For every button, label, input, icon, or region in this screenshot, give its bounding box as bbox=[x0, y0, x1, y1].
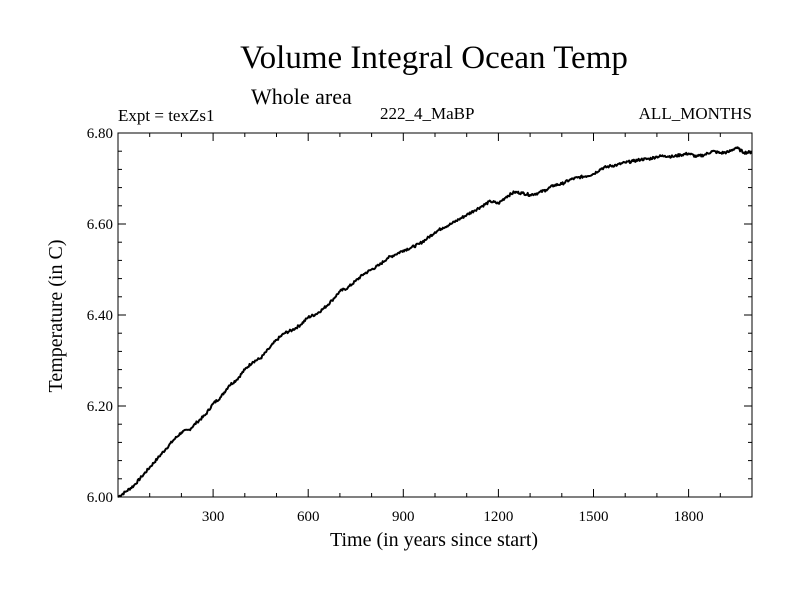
months-label: ALL_MONTHS bbox=[638, 104, 752, 123]
y-tick-label: 6.80 bbox=[87, 126, 113, 142]
axis-ticks bbox=[118, 132, 752, 498]
x-axis-label: Time (in years since start) bbox=[330, 529, 538, 551]
x-tick-label: 1800 bbox=[674, 509, 704, 525]
run-label: 222_4_MaBP bbox=[380, 104, 475, 123]
series-group bbox=[117, 146, 753, 498]
x-tick-label: 1500 bbox=[579, 509, 609, 525]
y-tick-label: 6.40 bbox=[87, 308, 113, 324]
y-tick-label: 6.00 bbox=[87, 490, 113, 506]
y-tick-label: 6.60 bbox=[87, 217, 113, 233]
tick-labels: 300 600 900 1200 1500 1800 6.00 6.20 6.40 6.60 6.8… bbox=[87, 126, 704, 525]
plot-frame bbox=[117, 132, 753, 498]
x-tick-label: 600 bbox=[297, 509, 320, 525]
x-tick-label: 900 bbox=[392, 509, 415, 525]
experiment-label: Expt = texZs1 bbox=[118, 106, 215, 125]
y-axis-label: Temperature (in C) bbox=[45, 240, 67, 393]
series-line bbox=[117, 146, 753, 498]
chart-subtitle: Whole area bbox=[251, 84, 352, 109]
y-tick-label: 6.20 bbox=[87, 399, 113, 415]
chart-title: Volume Integral Ocean Temp bbox=[240, 40, 628, 76]
x-tick-label: 300 bbox=[202, 509, 225, 525]
x-tick-label: 1200 bbox=[483, 509, 513, 525]
